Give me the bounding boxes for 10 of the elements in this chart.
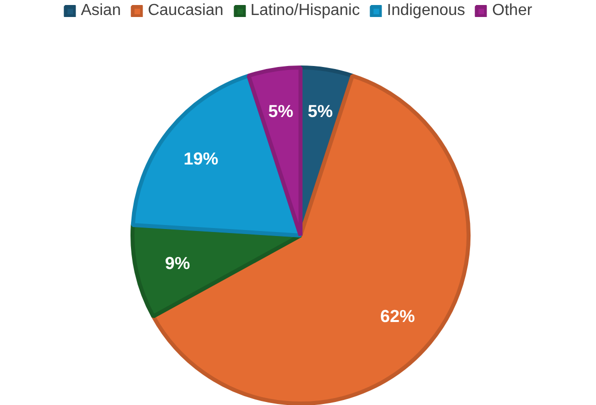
data-label: 19% bbox=[184, 148, 218, 168]
legend-label: Latino/Hispanic bbox=[250, 2, 360, 20]
legend-label: Other bbox=[492, 2, 532, 20]
legend-label: Indigenous bbox=[386, 2, 466, 20]
data-label: 5% bbox=[308, 101, 333, 122]
data-label: 62% bbox=[380, 306, 415, 326]
data-label: 9% bbox=[165, 252, 190, 273]
legend-label: Asian bbox=[80, 2, 121, 20]
legend-label: Caucasian bbox=[148, 2, 224, 20]
data-label: 5% bbox=[268, 101, 294, 122]
